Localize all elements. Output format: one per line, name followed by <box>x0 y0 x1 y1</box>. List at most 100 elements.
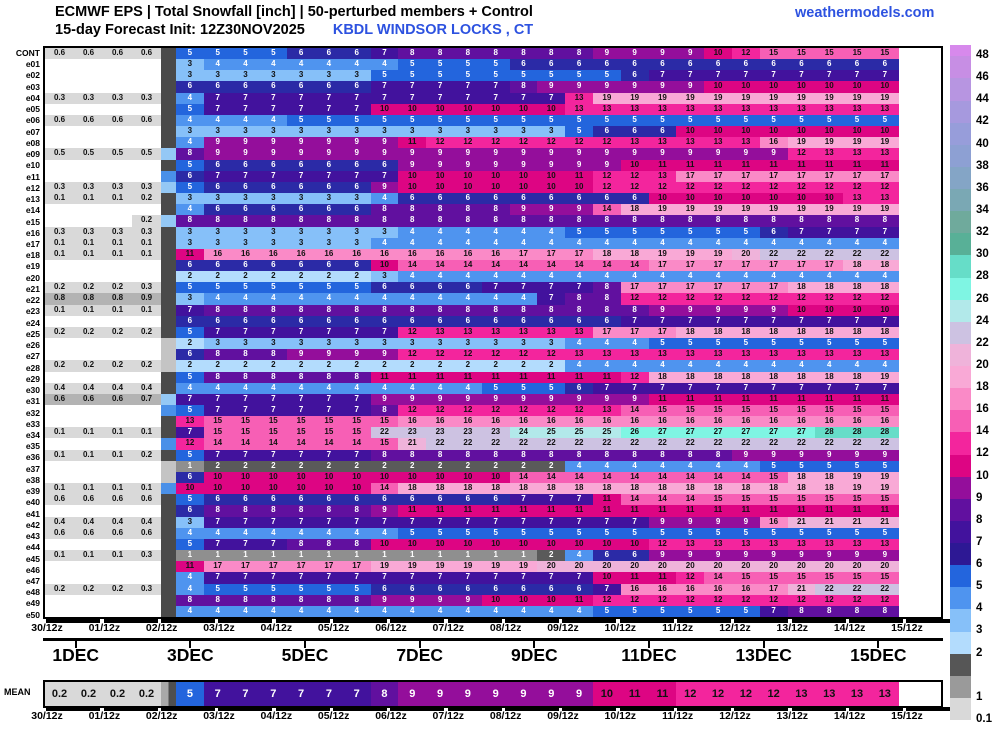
grid-cell: 5 <box>565 126 593 138</box>
grid-cell: 6 <box>426 494 454 506</box>
grid-cell: 7 <box>537 494 566 506</box>
grid-cell: 12 <box>398 326 427 339</box>
grid-filler <box>898 170 941 182</box>
grid-cell: 5 <box>287 114 315 127</box>
grid-cell: 6 <box>620 550 649 562</box>
grid-cell: 16 <box>537 416 566 428</box>
pre-cell: 0.1 <box>74 449 103 461</box>
grid-cell: 6 <box>342 259 371 272</box>
grid-cell: 7 <box>426 92 454 104</box>
grid-cell: 13 <box>870 682 899 706</box>
grid-cell: 4 <box>203 527 232 539</box>
grid-cell: 22 <box>509 438 538 450</box>
member-row: 0.6 0.6 0.6 0.6 4 4 4 4 4 4 4 4 5 5 5 5 5 5 5 5 5 5 5 5 5 5 5 5 5 5 <box>45 527 941 539</box>
grid-cell: 5 <box>815 338 844 350</box>
grid-cell: 7 <box>370 326 399 339</box>
grid-cell: 18 <box>759 371 788 383</box>
grid-cell: 7 <box>453 516 482 528</box>
mean-row-label: MEAN <box>4 687 31 697</box>
axis-tick <box>447 619 502 623</box>
grid-cell: 15 <box>342 416 371 428</box>
grid-cell: 16 <box>676 583 705 595</box>
grid-cell: 7 <box>648 315 677 327</box>
grid-cell: 8 <box>537 48 566 60</box>
grid-cell: 3 <box>342 193 371 205</box>
grid-cell: 6 <box>704 59 732 71</box>
grid-filler <box>898 193 941 205</box>
member-row: 0.2 0.2 0.2 0.2 2 2 2 2 2 2 2 2 2 2 2 2 2 2 4 4 4 4 4 4 4 4 4 4 4 4 <box>45 360 941 372</box>
axis-tick <box>332 619 387 623</box>
pre-cell: 0.1 <box>74 193 103 205</box>
pre-cell <box>74 126 103 137</box>
grid-cell: 12 <box>676 594 705 606</box>
pre-cell <box>103 59 132 70</box>
grid-cell: 22 <box>787 248 816 260</box>
grid-cell: 19 <box>843 137 871 149</box>
lead-strip <box>161 360 176 372</box>
grid-cell: 22 <box>843 438 871 450</box>
grid-cell: 16 <box>759 137 788 149</box>
grid-cell: 6 <box>453 583 482 595</box>
grid-cell: 14 <box>565 259 593 272</box>
grid-cell: 10 <box>537 538 566 551</box>
pre-cell: 0.2 <box>74 682 103 706</box>
grid-cell: 9 <box>731 304 760 316</box>
grid-cell: 3 <box>231 237 260 249</box>
grid-cell: 15 <box>731 494 760 506</box>
grid-cell: 6 <box>287 48 315 60</box>
grid-cell: 18 <box>870 259 899 272</box>
lead-strip <box>161 583 176 595</box>
brand-link[interactable]: weathermodels.com <box>795 5 935 21</box>
pre-cell: 0.6 <box>74 114 103 127</box>
colorbar-tick-label: 28 <box>976 270 989 283</box>
grid-cell: 6 <box>287 159 315 171</box>
grid-cell: 7 <box>259 516 288 528</box>
colorbar-segment <box>950 631 971 654</box>
pre-cell: 0.3 <box>74 226 103 238</box>
grid-cell: 5 <box>176 103 204 115</box>
grid-cell: 3 <box>203 126 232 138</box>
colorbar-segment <box>950 144 971 167</box>
colorbar-segment <box>950 100 971 123</box>
pre-cell: 0.4 <box>103 516 132 528</box>
grid-cell: 7 <box>759 382 788 394</box>
grid-cell: 12 <box>704 682 732 706</box>
date-tick <box>648 640 650 648</box>
grid-cell: 17 <box>704 282 732 294</box>
grid-cell: 18 <box>731 326 760 339</box>
grid-cell: 19 <box>731 204 760 216</box>
grid-cell: 13 <box>481 326 510 339</box>
colorbar-segment <box>950 432 971 455</box>
grid-cell: 15 <box>870 572 899 584</box>
pre-cell <box>45 204 74 215</box>
pre-cell <box>132 171 161 182</box>
grid-cell: 4 <box>676 360 705 372</box>
grid-cell: 5 <box>287 583 315 595</box>
grid-cell: 7 <box>370 92 399 104</box>
grid-cell: 3 <box>370 338 399 350</box>
grid-filler <box>898 159 941 171</box>
grid-cell: 13 <box>509 326 538 339</box>
grid-cell: 4 <box>259 382 288 394</box>
grid-cell: 10 <box>843 126 871 138</box>
grid-cell: 4 <box>620 271 649 283</box>
grid-cell: 8 <box>453 304 482 316</box>
colorbar-tick-label: 4 <box>976 602 983 615</box>
pre-cell <box>103 70 132 81</box>
grid-cell: 9 <box>287 148 315 160</box>
grid-cell: 9 <box>481 148 510 160</box>
grid-cell: 19 <box>870 483 899 495</box>
grid-cell: 6 <box>259 204 288 216</box>
grid-cell: 7 <box>759 605 788 617</box>
grid-cell: 9 <box>231 137 260 149</box>
grid-cell: 3 <box>314 193 343 205</box>
grid-cell: 20 <box>620 561 649 573</box>
grid-cell: 12 <box>537 349 566 361</box>
pre-cell: 0.2 <box>103 682 132 706</box>
grid-cell: 5 <box>176 326 204 339</box>
grid-cell: 6 <box>648 59 677 71</box>
grid-cell: 11 <box>648 572 677 584</box>
colorbar-segment <box>950 78 971 101</box>
colorbar-segment <box>950 587 971 610</box>
grid-cell: 12 <box>704 594 732 606</box>
